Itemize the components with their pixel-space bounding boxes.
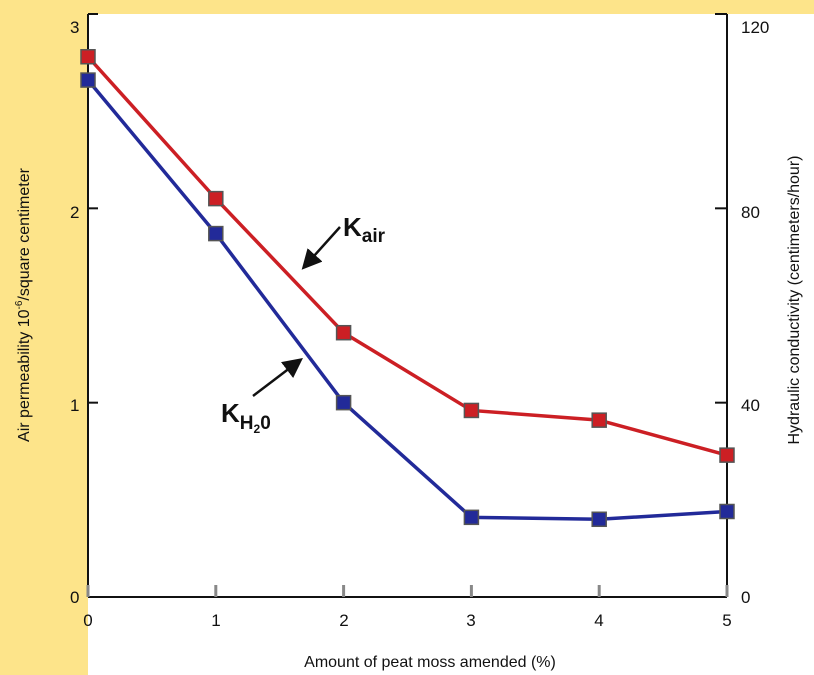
y-left-tick-label: 3 bbox=[70, 18, 79, 37]
x-tick-label: 0 bbox=[83, 611, 92, 630]
kh2o-label-sub2: 2 bbox=[254, 422, 261, 436]
kair-label-main: K bbox=[343, 212, 362, 242]
x-axis-title: Amount of peat moss amended (%) bbox=[304, 654, 556, 671]
kair-data-point bbox=[208, 190, 224, 207]
kh2o-arrow bbox=[252, 357, 303, 397]
kair-series-line bbox=[86, 55, 728, 457]
x-tick-label: 3 bbox=[466, 611, 475, 630]
kh2o-label-sub: H bbox=[240, 413, 254, 434]
y-right-axis-title: Hydraulic conductivity (centimeters/hour… bbox=[786, 156, 803, 445]
y-left-axis-title-main: Air permeability 10 bbox=[16, 309, 33, 442]
kh2o-data-point bbox=[591, 511, 607, 528]
kair-data-point bbox=[463, 402, 480, 419]
kh2o-label-main: K bbox=[221, 398, 240, 428]
kair-data-point bbox=[719, 447, 735, 463]
x-tick-label: 2 bbox=[339, 611, 348, 630]
kair-label-sub: air bbox=[362, 226, 386, 247]
kair-data-point bbox=[591, 412, 607, 428]
x-tick-label: 5 bbox=[722, 611, 731, 630]
y-left-tick-label: 2 bbox=[70, 203, 79, 222]
kh2o-data-point bbox=[719, 503, 735, 520]
kair-label: Kair bbox=[343, 212, 386, 247]
y-right-tick-label: 120 bbox=[741, 18, 769, 37]
kh2o-series-line bbox=[86, 78, 728, 522]
kh2o-data-point bbox=[80, 72, 96, 88]
decorative-band-top bbox=[0, 0, 814, 14]
y-left-tick-label: 0 bbox=[70, 588, 79, 607]
y-left-axis-title-rest: /square centimeter bbox=[16, 167, 33, 300]
kh2o-data-point bbox=[335, 394, 352, 411]
y-left-tick-label: 1 bbox=[70, 396, 79, 415]
kh2o-label-sub3: 0 bbox=[260, 413, 271, 434]
kh2o-label: KH20 bbox=[221, 398, 271, 436]
y-left-axis-title: Air permeability 10-6/square centimeter bbox=[14, 167, 33, 442]
kair-data-point bbox=[335, 324, 352, 341]
kair-data-point bbox=[80, 49, 96, 65]
kh2o-data-point bbox=[208, 225, 224, 242]
y-left-axis-title-sup: -6 bbox=[14, 300, 25, 309]
kair-arrow bbox=[301, 226, 341, 270]
y-right-tick-label: 80 bbox=[741, 203, 760, 222]
kh2o-data-point bbox=[463, 509, 480, 526]
x-tick-label: 4 bbox=[594, 611, 603, 630]
y-right-tick-label: 40 bbox=[741, 396, 760, 415]
decorative-band-left bbox=[0, 0, 88, 675]
x-tick-label: 1 bbox=[211, 611, 220, 630]
y-right-tick-label: 0 bbox=[741, 588, 750, 607]
